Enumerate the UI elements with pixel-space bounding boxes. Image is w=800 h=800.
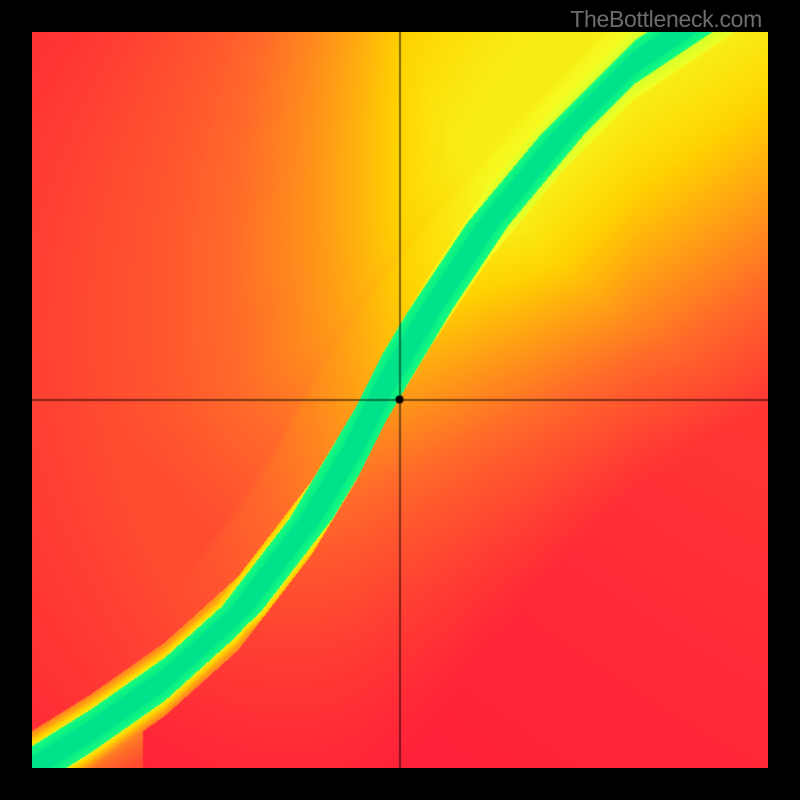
bottleneck-heatmap bbox=[32, 32, 768, 768]
watermark-text: TheBottleneck.com bbox=[570, 6, 762, 33]
